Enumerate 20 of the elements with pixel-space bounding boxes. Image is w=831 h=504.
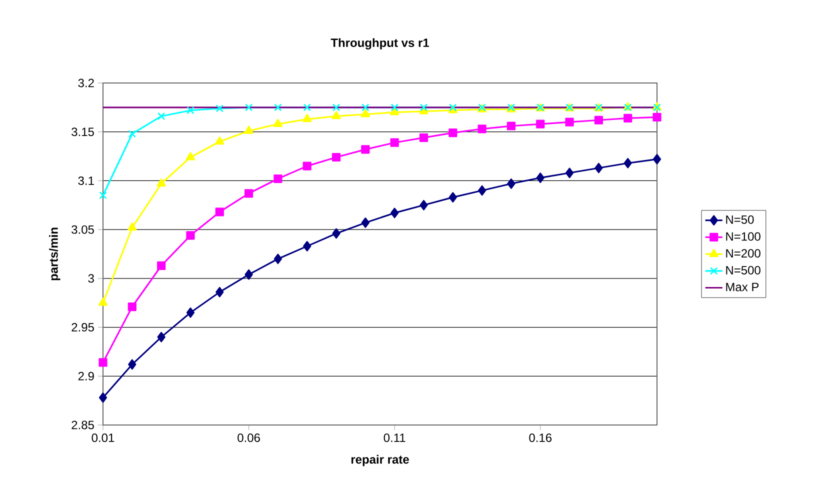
legend-label: Max P (726, 282, 759, 292)
y-tick-label: 3.15 (72, 128, 94, 136)
x-tick-label: 0.16 (529, 434, 552, 442)
y-tick-label: 3 (88, 274, 94, 283)
y-tick-label: 3.1 (78, 176, 94, 185)
chart-title: Throughput vs r1 (330, 38, 429, 50)
legend-label: N=200 (726, 249, 760, 258)
x-tick-label: 0.06 (238, 434, 260, 442)
y-tick-label: 2.9 (78, 372, 94, 380)
x-axis-title: repair rate (351, 454, 409, 466)
y-tick-label: 3.2 (78, 78, 94, 88)
y-tick-label: 2.85 (72, 420, 94, 430)
legend-label: N=100 (726, 232, 760, 241)
y-tick-label: 2.95 (72, 323, 94, 332)
x-tick-label: 0.01 (92, 434, 114, 442)
x-tick-label: 0.11 (384, 434, 406, 442)
legend-label: N=50 (726, 215, 754, 224)
y-axis-title: parts/min (49, 228, 60, 280)
y-tick-label: 3.05 (72, 225, 94, 234)
legend-label: N=500 (726, 266, 760, 274)
